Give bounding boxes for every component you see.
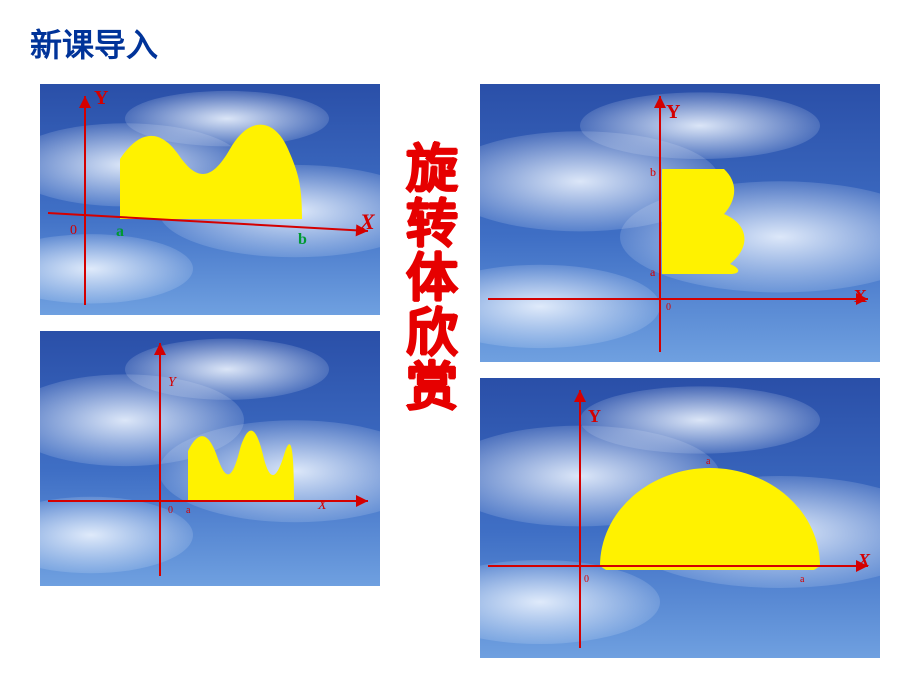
svg-text:a: a (186, 505, 191, 516)
svg-text:X: X (857, 550, 871, 570)
svg-text:a: a (650, 265, 656, 279)
svg-text:b: b (298, 231, 307, 248)
diagram-stage: 0 Y Xa b 0 Y Xa b (20, 84, 900, 674)
region-shape (662, 169, 744, 274)
panel-svg: Y X 0 a a (480, 378, 880, 658)
center-char-5: 赏 (392, 362, 472, 417)
center-char-1: 旋 (392, 144, 472, 199)
svg-text:Y: Y (588, 406, 601, 426)
panel-top-right: 0 Y Xa b (480, 84, 880, 362)
svg-text:X: X (317, 498, 327, 513)
panel-top-left: 0 Y Xa b (40, 84, 380, 315)
svg-text:0: 0 (666, 302, 671, 313)
panel-svg: 0 Y Xa b (40, 84, 380, 315)
center-char-2: 转 (392, 199, 472, 254)
panel-bottom-right: Y X 0 a a (480, 378, 880, 658)
svg-text:a: a (116, 223, 124, 240)
svg-text:0: 0 (584, 574, 589, 585)
svg-text:X: X (359, 209, 376, 234)
panel-bottom-left: YX0a (40, 331, 380, 586)
svg-text:0: 0 (70, 223, 77, 238)
svg-text:a: a (706, 456, 711, 467)
svg-text:b: b (650, 165, 656, 179)
panel-svg: 0 Y Xa b (480, 84, 880, 362)
svg-text:X: X (854, 286, 867, 306)
center-char-3: 体 (392, 253, 472, 308)
svg-text:Y: Y (666, 101, 681, 123)
svg-text:Y: Y (94, 87, 109, 109)
page-title: 新课导入 (30, 20, 900, 66)
svg-text:0: 0 (168, 505, 173, 516)
svg-text:a: a (800, 574, 805, 585)
center-vertical-text: 旋 转 体 欣 赏 (392, 144, 472, 417)
panel-svg: YX0a (40, 331, 380, 586)
center-char-4: 欣 (392, 308, 472, 363)
